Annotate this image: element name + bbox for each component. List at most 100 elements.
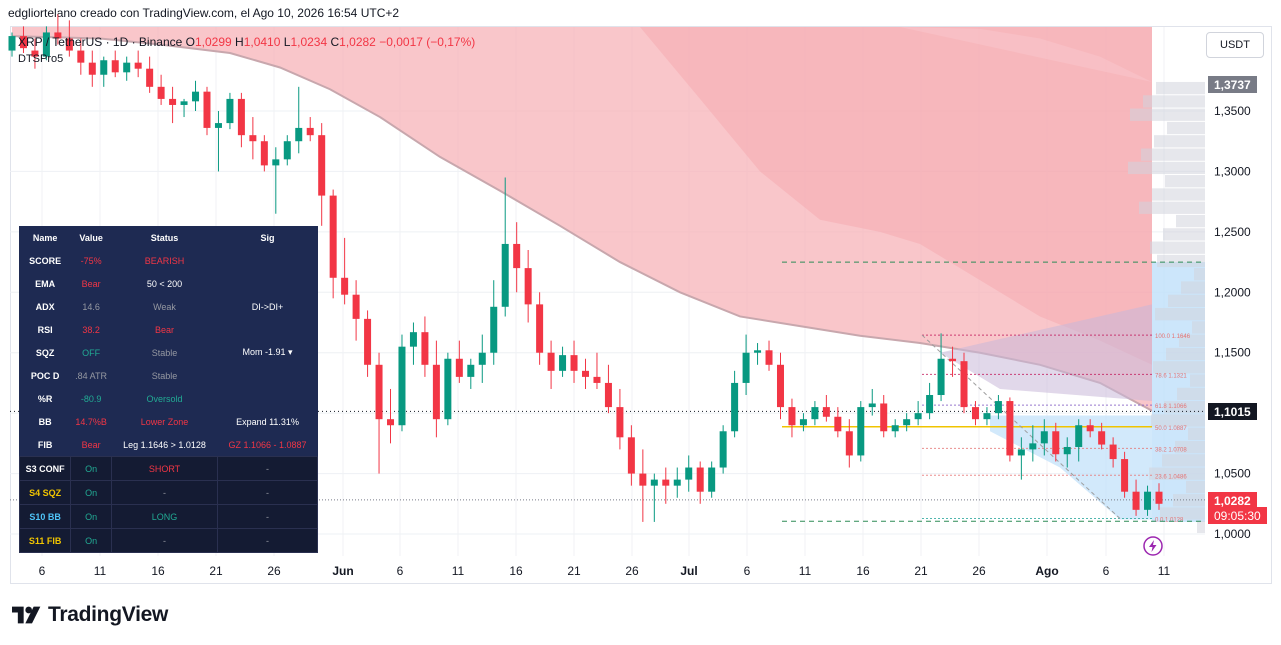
lightning-icon[interactable]	[1142, 535, 1164, 557]
candle	[696, 461, 704, 504]
symbol-legend[interactable]: XRP / TetherUS · 1D · Binance O1,0299 H1…	[18, 35, 475, 49]
candle-body	[1052, 431, 1060, 455]
candle-body	[364, 318, 372, 365]
candle	[1155, 483, 1163, 510]
candle-body	[134, 62, 142, 69]
candle-body	[1029, 443, 1037, 450]
candle	[77, 38, 85, 75]
candle-body	[169, 98, 177, 105]
candle-body	[742, 352, 750, 383]
volume-profile-bar	[1167, 121, 1205, 135]
candle-body	[467, 364, 475, 377]
table-cell-value: 14.7%B	[75, 416, 107, 427]
fib-label: 50.0 1.0887	[1155, 426, 1187, 432]
candle-body	[776, 364, 784, 408]
indicator-name[interactable]: DTSPro5	[18, 53, 64, 65]
candle-body	[226, 98, 234, 124]
candle-body	[983, 413, 991, 420]
signal-cell-name: S4 SQZ	[18, 480, 72, 505]
candle-body	[455, 358, 463, 377]
x-tick-label: 6	[39, 564, 46, 578]
tradingview-brand[interactable]: TradingView	[12, 603, 168, 627]
table-cell-name: EMA	[35, 278, 56, 289]
table-cell-sig: Mom -1.91 ▾	[242, 347, 293, 357]
candle-body	[765, 350, 773, 365]
candle-body	[559, 355, 567, 371]
candle-body	[1006, 401, 1014, 456]
table-cell-value: -75%	[80, 255, 102, 266]
close-label: C	[330, 35, 340, 49]
candle-body	[639, 473, 647, 486]
candle	[765, 340, 773, 371]
candle	[88, 50, 96, 87]
low-label: L	[283, 35, 291, 49]
candle-body	[868, 403, 876, 408]
x-tick-label: 16	[856, 564, 870, 578]
candle-body	[283, 141, 291, 160]
candle	[54, 14, 62, 45]
candle-body	[719, 431, 727, 468]
price-change: −0,0017 (−0,17%)	[379, 35, 476, 49]
x-tick-label: 11	[1158, 564, 1171, 578]
volume-profile-bar	[1141, 148, 1205, 161]
candle	[455, 340, 463, 383]
candle	[1063, 437, 1071, 468]
open-value: 1,0299	[194, 35, 232, 49]
candle-body	[994, 401, 1002, 414]
candle	[100, 56, 108, 87]
candle-body	[799, 419, 807, 426]
candle	[42, 26, 50, 61]
candle	[421, 316, 429, 377]
candle-body	[237, 98, 245, 136]
candle-body	[42, 32, 50, 57]
currency-button[interactable]: USDT	[1206, 32, 1264, 58]
x-tick-label: 6	[397, 564, 404, 578]
table-cell-value: -80.9	[80, 393, 102, 404]
table-cell-status: Bear	[155, 324, 175, 335]
candle-body	[421, 332, 429, 365]
last-price-badge: 1,0282	[1208, 492, 1257, 509]
x-tick-label: 11	[799, 564, 812, 578]
candle-body	[203, 91, 211, 128]
candle-body	[77, 50, 85, 63]
purple-zone	[940, 304, 1152, 402]
candle	[857, 401, 865, 462]
candle-body	[65, 38, 73, 51]
high-value: 1,0410	[243, 35, 281, 49]
candle-body	[341, 277, 349, 295]
candle	[375, 352, 383, 474]
candle	[776, 352, 784, 420]
candle-body	[387, 419, 395, 426]
candle-body	[914, 413, 922, 420]
candle	[822, 395, 830, 422]
volume-profile-bar	[1152, 188, 1205, 201]
candle	[639, 449, 647, 522]
table-cell-sig: Expand 11.31%	[236, 416, 299, 427]
table-cell-sig	[218, 249, 318, 272]
signal-row: S11 FIB On - -	[18, 528, 318, 553]
candle-body	[146, 68, 154, 87]
table-header-cell: Value	[79, 232, 103, 243]
volume-profile-bar	[1192, 321, 1205, 334]
table-cell-value: .84 ATR	[75, 370, 108, 381]
candle	[306, 117, 314, 142]
volume-profile-bar	[1160, 507, 1205, 520]
candle-body	[432, 364, 440, 420]
volume-profile-bar	[1194, 268, 1205, 281]
candle	[295, 86, 303, 154]
candle	[799, 413, 807, 432]
signal-cell-status: SHORT	[110, 456, 219, 481]
candle	[662, 467, 670, 504]
candle	[616, 388, 624, 450]
table-row: %R -80.9 Oversold	[20, 387, 318, 410]
low-value: 1,0234	[290, 35, 328, 49]
candle-body	[616, 407, 624, 438]
x-tick-label: 26	[267, 564, 281, 578]
candle	[547, 340, 555, 389]
candle	[387, 388, 395, 444]
volume-profile-bar	[1143, 95, 1205, 108]
signal-cell-value: On	[70, 528, 112, 553]
candle-body	[478, 352, 486, 365]
table-row: FIB Bear Leg 1.1646 > 1.0128 GZ 1.1066 - 1.…	[20, 433, 318, 457]
